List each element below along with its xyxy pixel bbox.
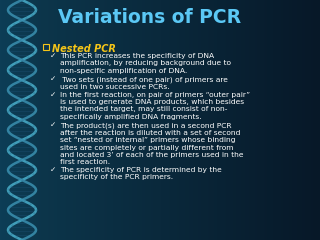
Bar bbox=[43, 44, 49, 50]
Text: ✓: ✓ bbox=[50, 53, 56, 59]
Text: In the first reaction, on pair of primers “outer pair”
is used to generate DNA p: In the first reaction, on pair of primer… bbox=[60, 92, 250, 120]
Text: Nested PCR: Nested PCR bbox=[52, 43, 116, 54]
Text: This PCR increases the specificity of DNA
amplification, by reducing background : This PCR increases the specificity of DN… bbox=[60, 53, 231, 73]
Text: The product(s) are then used in a second PCR
after the reaction is diluted with : The product(s) are then used in a second… bbox=[60, 122, 244, 165]
Text: The specificity of PCR is determined by the
specificity of the PCR primers.: The specificity of PCR is determined by … bbox=[60, 167, 222, 180]
Text: ✓: ✓ bbox=[50, 92, 56, 98]
Text: ✓: ✓ bbox=[50, 76, 56, 82]
Text: ✓: ✓ bbox=[50, 167, 56, 173]
Text: Variations of PCR: Variations of PCR bbox=[58, 8, 241, 27]
Text: Two sets (instead of one pair) of primers are
used in two successive PCRs.: Two sets (instead of one pair) of primer… bbox=[60, 76, 228, 90]
Text: ✓: ✓ bbox=[50, 122, 56, 128]
